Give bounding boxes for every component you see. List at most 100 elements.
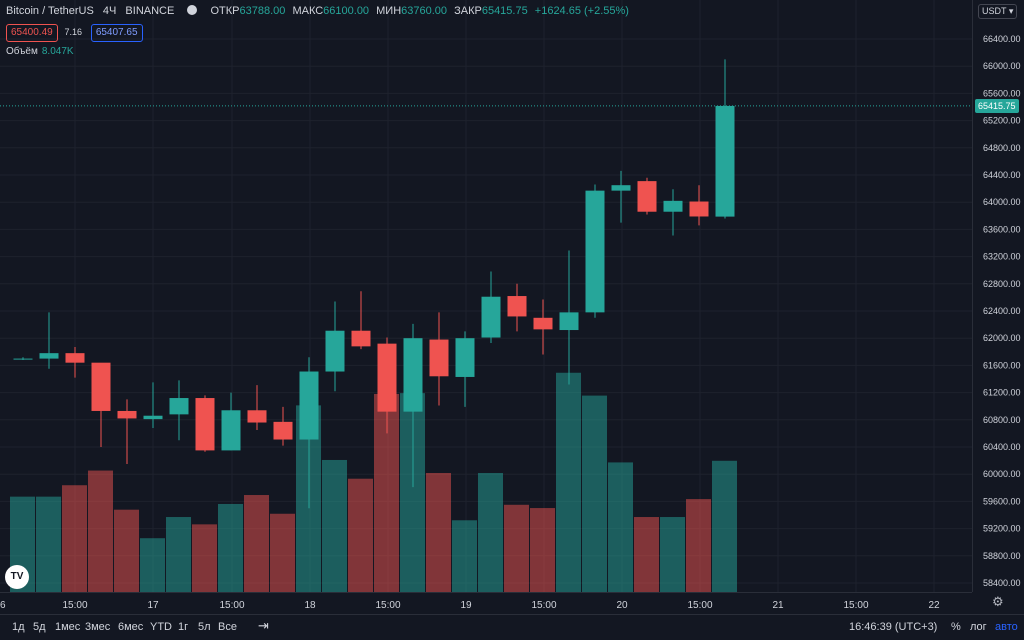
range-1m[interactable]: 1мес [55,621,81,633]
volume-bar [88,470,113,592]
interval[interactable]: 4Ч [102,5,117,17]
candlestick-chart[interactable] [0,0,972,592]
candle-body [429,339,449,377]
candle-body [377,343,397,412]
candle-body [715,105,735,217]
time-axis-labels: 6 15:00 17 15:00 18 15:00 19 15:00 20 15:00 21 15:0… [0,600,940,611]
candle-body [195,398,215,451]
volume-value: 8.047K [41,46,74,57]
open-label: ОТКР [210,5,240,17]
date-range-icon[interactable]: ⇥ [258,618,269,633]
candle-body [117,410,137,419]
candle-body [481,296,501,338]
close-value: 65415.75 [481,5,528,17]
time-axis[interactable]: 6 15:00 17 15:00 18 15:00 19 15:00 20 15:00 21 15:0… [0,592,972,614]
price-axis-labels: 66400.00 66000.00 65600.00 65200.00 64800.00… [983,34,1021,588]
candle-body [559,312,579,331]
price-axis[interactable]: 66400.00 66000.00 65600.00 65200.00 64800.00… [972,0,1024,592]
candle-body [13,358,33,360]
volume-bar [192,524,217,592]
volume-bar [478,473,503,592]
price-tick-label: 62400.00 [983,306,1021,316]
close-label: ЗАКР [454,5,482,17]
range-all[interactable]: Все [218,621,237,633]
tradingview-logo-icon[interactable]: TV [5,565,29,589]
volume-bar [660,517,685,592]
spread-value: 7.16 [64,27,83,37]
price-tick-label: 61200.00 [983,388,1021,398]
volume-bar [244,495,269,592]
change-value: +1624.65 (+2.55%) [534,5,629,17]
price-tick-label: 66000.00 [983,61,1021,71]
log-toggle[interactable]: лог [970,621,987,633]
range-5d[interactable]: 5д [33,621,46,633]
volume-bar [270,513,295,592]
chart-area[interactable]: Bitcoin / TetherUS 4Ч BINANCE ОТКР63788.… [0,0,972,592]
candle-body [247,410,267,423]
range-1d[interactable]: 1д [12,621,25,633]
candle-body [585,190,605,313]
time-tick-label: 15:00 [219,600,244,611]
range-ytd[interactable]: YTD [150,621,172,633]
volume-bar [530,508,555,592]
candle-body [325,330,345,372]
volume-bar [556,372,581,592]
volume-bar [140,538,165,592]
candles [13,59,735,509]
price-tick-label: 64400.00 [983,170,1021,180]
volume-bars [10,372,737,592]
candle-body [65,353,85,363]
volume-legend: Объём 8.047K [6,46,74,57]
time-tick-label: 17 [147,600,159,611]
percent-toggle[interactable]: % [951,621,961,633]
price-tick-label: 64800.00 [983,143,1021,153]
range-6m[interactable]: 6мес [118,621,144,633]
range-3m[interactable]: 3мес [85,621,111,633]
symbol-name[interactable]: Bitcoin / TetherUS [6,5,94,17]
volume-label: Объём [6,46,38,57]
volume-bar [712,460,737,592]
volume-bar [686,499,711,592]
candle-body [455,338,475,377]
clock-time[interactable]: 16:46:39 (UTC+3) [849,621,938,633]
volume-bar [582,395,607,592]
volume-bar [36,496,61,592]
time-tick-label: 15:00 [687,600,712,611]
exchange: BINANCE [125,5,175,17]
candle-body [403,338,423,412]
high-value: 66100.00 [323,5,370,17]
volume-bar [166,517,191,592]
price-tick-label: 59200.00 [983,524,1021,534]
volume-bar [348,478,373,592]
candle-body [533,317,553,330]
candle-body [611,185,631,191]
low-value: 63760.00 [401,5,448,17]
volume-bar [452,520,477,592]
price-tick-label: 58800.00 [983,551,1021,561]
time-tick-label: 6 [0,600,6,611]
time-tick-label: 21 [772,600,784,611]
range-5y[interactable]: 5л [198,621,211,633]
candle-body [689,201,709,217]
gear-icon[interactable]: ⚙ [992,594,1004,609]
auto-toggle[interactable]: авто [995,621,1018,633]
time-tick-label: 15:00 [843,600,868,611]
candle-body [221,410,241,451]
price-tick-label: 59600.00 [983,496,1021,506]
candle-body [143,415,163,420]
time-tick-label: 18 [304,600,316,611]
candle-body [91,362,111,411]
volume-bar [114,509,139,592]
sell-button[interactable]: 65400.49 [6,24,58,42]
candle-body [507,296,527,317]
time-tick-label: 20 [616,600,628,611]
eye-icon[interactable] [187,5,198,16]
price-tick-label: 63600.00 [983,224,1021,234]
candle-body [273,421,293,440]
volume-bar [608,462,633,592]
range-1y[interactable]: 1г [178,621,189,633]
price-tick-label: 65600.00 [983,88,1021,98]
buy-button[interactable]: 65407.65 [90,24,143,42]
currency-selector[interactable]: USDT ▾ [978,4,1018,19]
price-tick-label: 62800.00 [983,279,1021,289]
